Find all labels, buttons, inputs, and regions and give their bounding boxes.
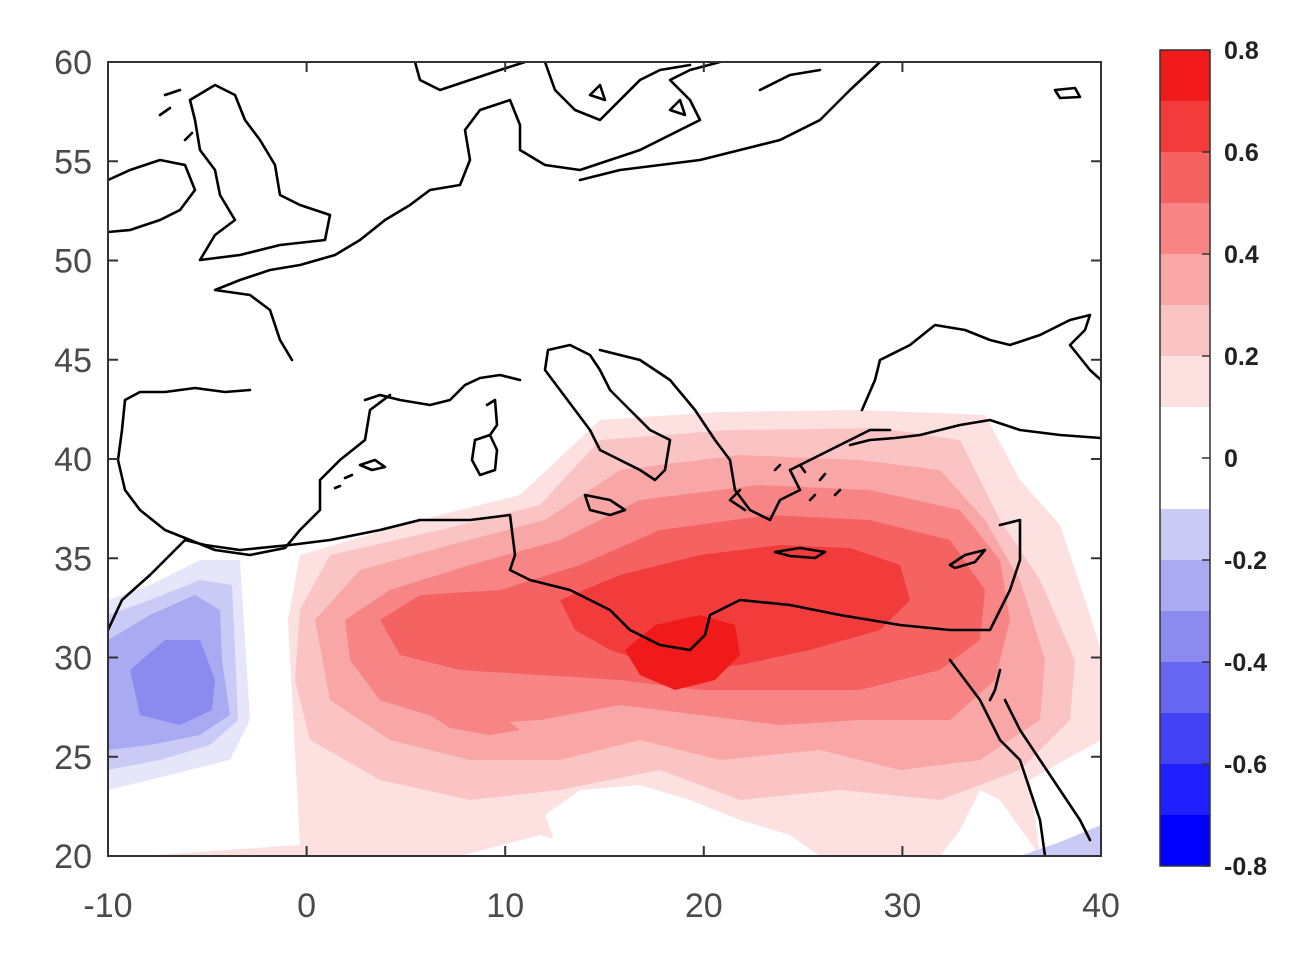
x-tick-label: 40 (1082, 887, 1120, 925)
colorbar-band (1160, 509, 1210, 560)
colorbar-label: 0.8 (1224, 37, 1259, 65)
colorbar-band (1160, 305, 1210, 356)
y-tick-label: 50 (54, 243, 92, 281)
colorbar-label: -0.8 (1224, 853, 1267, 881)
colorbar-band (1160, 815, 1210, 866)
coastline-baltic-islands (588, 83, 1082, 117)
negative-anomaly-field (108, 560, 1101, 856)
colorbar-band (1160, 203, 1210, 254)
x-tick-label: 10 (486, 887, 524, 925)
colorbar-label: -0.2 (1224, 547, 1267, 575)
x-tick-label: 30 (883, 887, 921, 925)
colorbar-label: -0.6 (1224, 751, 1267, 779)
y-axis: 20 25 30 35 40 45 50 55 60 (54, 44, 1101, 876)
x-axis: -10 0 10 20 30 40 (83, 62, 1120, 925)
colorbar-band (1160, 611, 1210, 662)
y-tick-label: 45 (54, 342, 92, 380)
coastline-great-britain (188, 83, 332, 262)
x-tick-label: -10 (83, 887, 132, 925)
white-gap-south (545, 785, 820, 856)
colorbar-band (1160, 254, 1210, 305)
colorbar: 0.8 0.6 0.4 0.2 0 -0.2 -0.4 -0.6 -0.8 (1159, 37, 1267, 881)
coastline-baltic (578, 62, 882, 182)
y-tick-label: 60 (54, 44, 92, 82)
coastline-hebrides (158, 88, 194, 142)
coastline-black-sea (860, 313, 1101, 412)
y-tick-label: 30 (54, 640, 92, 678)
coastline-cyprus (948, 548, 987, 570)
colorbar-label: 0.2 (1224, 343, 1259, 371)
coastline-balearic (333, 458, 387, 490)
coastline-ireland (108, 158, 197, 234)
colorbar-band (1160, 50, 1210, 101)
coastline-corsica-sardinia (470, 398, 499, 477)
colorbar-label: 0.4 (1224, 241, 1259, 269)
colorbar-label: 0 (1224, 445, 1238, 473)
contour-level-0.7 (625, 615, 740, 690)
coastline-italy (363, 343, 672, 482)
contour-level-neg0.4 (130, 640, 215, 725)
y-tick-label: 25 (54, 739, 92, 777)
colorbar-band (1160, 662, 1210, 713)
colorbar-band (1160, 101, 1210, 152)
colorbar-band (1160, 356, 1210, 407)
coastline-aegean-islands (773, 463, 842, 502)
y-tick-label: 20 (54, 838, 92, 876)
colorbar-band (1160, 407, 1210, 509)
colorbar-label: 0.6 (1224, 139, 1259, 167)
y-tick-label: 40 (54, 441, 92, 479)
coastline-balkans-greece (598, 348, 892, 522)
coastline-turkey (848, 418, 1101, 447)
coastline-scandinavia (413, 62, 692, 122)
colorbar-band (1160, 152, 1210, 203)
anomaly-field (108, 410, 1101, 856)
coastline-iberia (116, 386, 392, 557)
x-tick-label: 20 (685, 887, 723, 925)
colorbar-band (1160, 560, 1210, 611)
x-tick-label: 0 (297, 887, 316, 925)
y-tick-label: 55 (54, 143, 92, 181)
coastline-sicily (583, 493, 627, 517)
coastlines (108, 62, 1101, 856)
coastline-red-sea (948, 658, 1092, 856)
colorbar-label: -0.4 (1224, 649, 1267, 677)
coastline-north-africa (108, 513, 1022, 652)
contour-level-neg-far-se (1020, 825, 1101, 856)
positive-anomaly-field (140, 410, 1101, 856)
y-tick-label: 35 (54, 540, 92, 578)
tongue-west-sahara (430, 705, 520, 735)
colorbar-band (1160, 713, 1210, 764)
coastline-north-europe (213, 62, 722, 362)
colorbar-band (1160, 764, 1210, 815)
coastline-crete (773, 546, 827, 560)
